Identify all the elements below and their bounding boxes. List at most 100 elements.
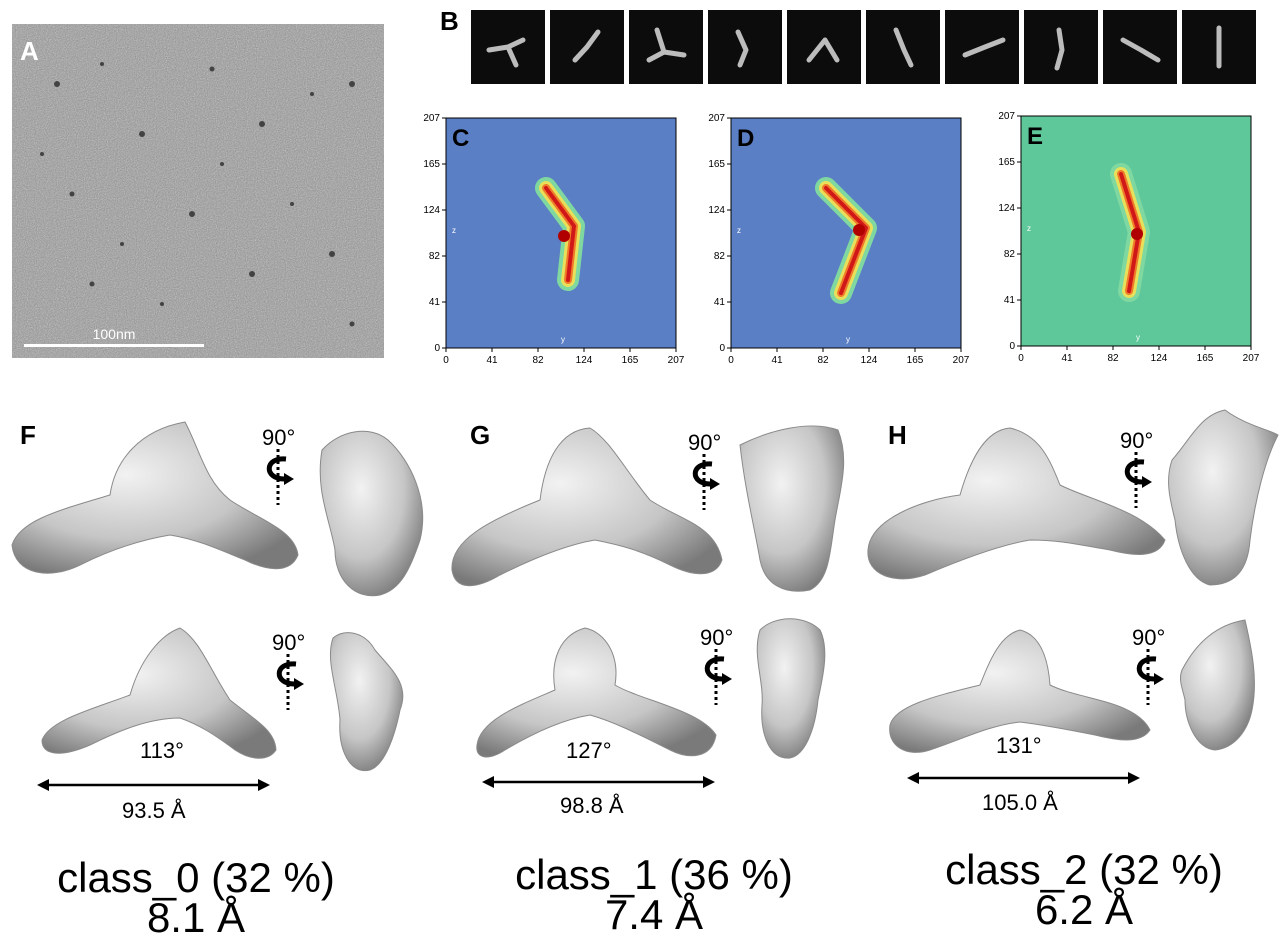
- class-average-thumbnail: [1103, 10, 1177, 84]
- class-average-thumbnail: [1182, 10, 1256, 84]
- panel-label-g: G: [470, 420, 491, 450]
- y-tick-label: 41: [1004, 295, 1016, 306]
- class-average-thumbnail: [866, 10, 940, 84]
- y-axis-label: y: [846, 335, 850, 344]
- class-caption: class_2 (32 %) 6.2 Å: [928, 846, 1240, 933]
- y-tick-label: 165: [423, 159, 440, 170]
- span-distance-label: 98.8 Å: [560, 793, 624, 818]
- y-tick-label: 0: [1009, 341, 1015, 352]
- z-axis-label: z: [737, 226, 741, 235]
- x-tick-label: 165: [622, 355, 639, 366]
- class0-side-bottom: [329, 632, 404, 772]
- class1-side-bottom: [756, 618, 826, 759]
- rotation-arrow-icon: [266, 449, 294, 505]
- rotation-label: 90°: [1132, 625, 1166, 650]
- bend-angle-label: 113°: [140, 738, 184, 763]
- class0-side-top: [319, 430, 424, 597]
- bend-angle-label: 131°: [996, 733, 1042, 758]
- y-tick-label: 82: [714, 251, 726, 262]
- span-distance-label: 105.0 Å: [982, 790, 1058, 815]
- x-tick-label: 207: [668, 355, 685, 366]
- z-axis-label: z: [452, 226, 456, 235]
- class-average-thumbnail: [787, 10, 861, 84]
- x-tick-label: 165: [907, 355, 924, 366]
- rotation-label: 90°: [700, 625, 734, 650]
- rotation-arrow-icon: [276, 654, 304, 710]
- y-axis-label: y: [1136, 333, 1140, 342]
- y-tick-label: 165: [708, 159, 725, 170]
- y-tick-label: 41: [714, 297, 726, 308]
- class-average-thumbnail: [945, 10, 1019, 84]
- rotation-arrow-icon: [692, 454, 720, 510]
- density-map-d: 00 41 41 82 82 124 124 165 165 207 207 Dz y: [708, 113, 969, 366]
- class-caption: class_0 (32 %) 8.1 Å: [40, 854, 352, 941]
- density-map-e: 00 41 41 82 82 124 124 165 165 207 207 Ez y: [998, 111, 1259, 364]
- x-tick-label: 41: [486, 355, 498, 366]
- y-tick-label: 82: [1004, 249, 1016, 260]
- scale-bar: [24, 344, 204, 347]
- panel-label-a: A: [20, 36, 39, 66]
- y-tick-label: 82: [429, 251, 441, 262]
- x-tick-label: 124: [861, 355, 878, 366]
- x-tick-label: 82: [817, 355, 829, 366]
- z-axis-label: z: [1027, 224, 1031, 233]
- panel-label-f: F: [20, 420, 36, 450]
- x-tick-label: 82: [1107, 353, 1119, 364]
- density-models: [0, 400, 1279, 800]
- class-name: class_1 (36 %): [515, 851, 793, 898]
- rotation-label: 90°: [272, 630, 306, 655]
- y-tick-label: 124: [423, 205, 440, 216]
- panel-label-b: B: [440, 6, 459, 36]
- x-tick-label: 165: [1197, 353, 1214, 364]
- x-tick-label: 124: [576, 355, 593, 366]
- y-tick-label: 207: [998, 111, 1015, 122]
- panel-label-c: C: [452, 125, 469, 152]
- x-tick-label: 41: [771, 355, 783, 366]
- y-tick-label: 41: [429, 297, 441, 308]
- x-tick-label: 82: [532, 355, 544, 366]
- rotation-label: 90°: [688, 430, 722, 455]
- y-tick-label: 0: [719, 343, 725, 354]
- y-tick-label: 165: [998, 157, 1015, 168]
- panel-label-d: D: [737, 125, 754, 152]
- rotation-label: 90°: [1120, 428, 1154, 453]
- rotation-arrow-icon: [1136, 649, 1164, 705]
- class2-front-top: [867, 427, 1166, 580]
- class-resolution: 6.2 Å: [1034, 886, 1134, 933]
- y-tick-label: 0: [434, 343, 440, 354]
- class-average-thumbnail: [471, 10, 545, 84]
- rotation-arrow-icon: [1124, 452, 1152, 508]
- class2-side-bottom: [1180, 619, 1255, 751]
- class1-front-top: [451, 427, 723, 587]
- class-average-thumbnail: [629, 10, 703, 84]
- class-average-thumbnail: [550, 10, 624, 84]
- class0-model-top: [0, 400, 10, 800]
- panel-label-h: H: [888, 420, 907, 450]
- density-map-c: 00 41 41 82 82 124 124 165 165 207 207 Cz y: [423, 113, 685, 366]
- class1-side-top: [739, 425, 845, 592]
- span-distance-label: 93.5 Å: [122, 798, 186, 823]
- rotation-arrow-icon: [704, 649, 732, 705]
- rotation-label: 90°: [262, 425, 296, 450]
- class-name: class_0 (32 %): [57, 854, 335, 901]
- x-tick-label: 124: [1151, 353, 1168, 364]
- x-tick-label: 0: [443, 355, 449, 366]
- class2-side-top: [1168, 409, 1279, 586]
- y-axis-label: y: [561, 335, 565, 344]
- class-name: class_2 (32 %): [945, 846, 1223, 893]
- bend-angle-label: 127°: [566, 738, 612, 763]
- class-average-thumbnail: [1024, 10, 1098, 84]
- distance-arrow: [482, 776, 715, 788]
- class0-front-bottom: [41, 627, 277, 759]
- distance-arrow: [907, 772, 1140, 784]
- class-resolution: 8.1 Å: [146, 894, 246, 941]
- x-tick-label: 0: [1018, 353, 1024, 364]
- panel-label-e: E: [1027, 123, 1043, 150]
- class-resolution: 7.4 Å: [604, 891, 704, 938]
- scale-bar-label: 100nm: [92, 326, 136, 342]
- y-tick-label: 124: [708, 205, 725, 216]
- micrograph-image: [12, 24, 384, 358]
- x-tick-label: 41: [1061, 353, 1073, 364]
- class1-front-bottom: [476, 627, 717, 758]
- distance-arrow: [37, 779, 270, 791]
